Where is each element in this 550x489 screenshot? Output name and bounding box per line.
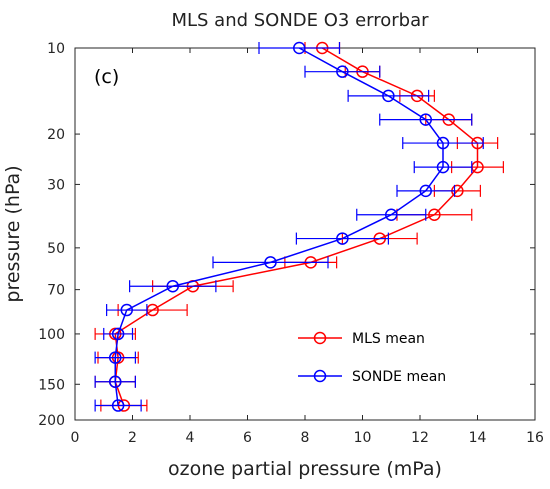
axis-ticks bbox=[74, 47, 536, 421]
x-tick-label: 6 bbox=[243, 430, 252, 446]
y-tick-label: 200 bbox=[38, 413, 65, 429]
y-tick-label: 70 bbox=[47, 283, 65, 299]
x-tick-label: 0 bbox=[71, 430, 80, 446]
data-point bbox=[336, 232, 349, 245]
data-point bbox=[120, 303, 133, 317]
y-tick-label: 20 bbox=[47, 127, 65, 143]
x-tick-label: 4 bbox=[186, 430, 195, 446]
x-tick-label: 2 bbox=[128, 430, 137, 446]
plot-area: 0 2 4 6 8 10 12 14 16 10 20 30 50 70 100 150 200 bbox=[38, 41, 544, 446]
legend-label: SONDE mean bbox=[352, 369, 446, 385]
panel-label: (c) bbox=[94, 66, 119, 88]
legend-label: MLS mean bbox=[352, 331, 425, 347]
y-tick-labels: 10 20 30 50 70 100 150 200 bbox=[38, 41, 65, 429]
data-point bbox=[109, 351, 122, 364]
x-tick-label: 8 bbox=[301, 430, 310, 446]
data-point bbox=[166, 279, 179, 293]
chart-title: MLS and SONDE O3 errorbar bbox=[171, 10, 429, 31]
y-tick-label: 30 bbox=[47, 177, 65, 193]
series-line bbox=[114, 47, 444, 406]
data-point bbox=[428, 208, 441, 222]
data-point bbox=[336, 65, 349, 78]
data-point bbox=[385, 208, 398, 222]
data-point bbox=[419, 184, 432, 198]
data-point bbox=[109, 375, 122, 389]
legend-marker bbox=[313, 369, 327, 383]
data-point bbox=[111, 399, 125, 412]
x-tick-label: 12 bbox=[411, 430, 429, 446]
y-tick-label: 150 bbox=[38, 377, 65, 393]
y-tick-label: 10 bbox=[47, 41, 65, 57]
legend: MLS mean SONDE mean bbox=[298, 331, 446, 385]
x-tick-labels: 0 2 4 6 8 10 12 14 16 bbox=[71, 430, 544, 446]
y-tick-label: 100 bbox=[38, 327, 65, 343]
x-tick-label: 10 bbox=[354, 430, 372, 446]
data-point bbox=[436, 160, 450, 174]
data-point bbox=[382, 89, 395, 103]
axes-frame bbox=[74, 47, 536, 421]
x-axis-label: ozone partial pressure (mPa) bbox=[168, 458, 442, 480]
data-point bbox=[436, 136, 450, 150]
y-tick-label: 50 bbox=[47, 241, 65, 257]
series-sonde bbox=[94, 41, 484, 412]
data-point bbox=[293, 41, 306, 55]
legend-marker bbox=[313, 331, 327, 345]
data-point bbox=[111, 327, 125, 341]
x-tick-label: 14 bbox=[469, 430, 487, 446]
data-point bbox=[264, 256, 277, 269]
x-tick-label: 16 bbox=[526, 430, 544, 446]
data-point bbox=[419, 113, 432, 126]
y-axis-label: pressure (hPa) bbox=[2, 165, 24, 302]
series-layer bbox=[94, 41, 504, 412]
